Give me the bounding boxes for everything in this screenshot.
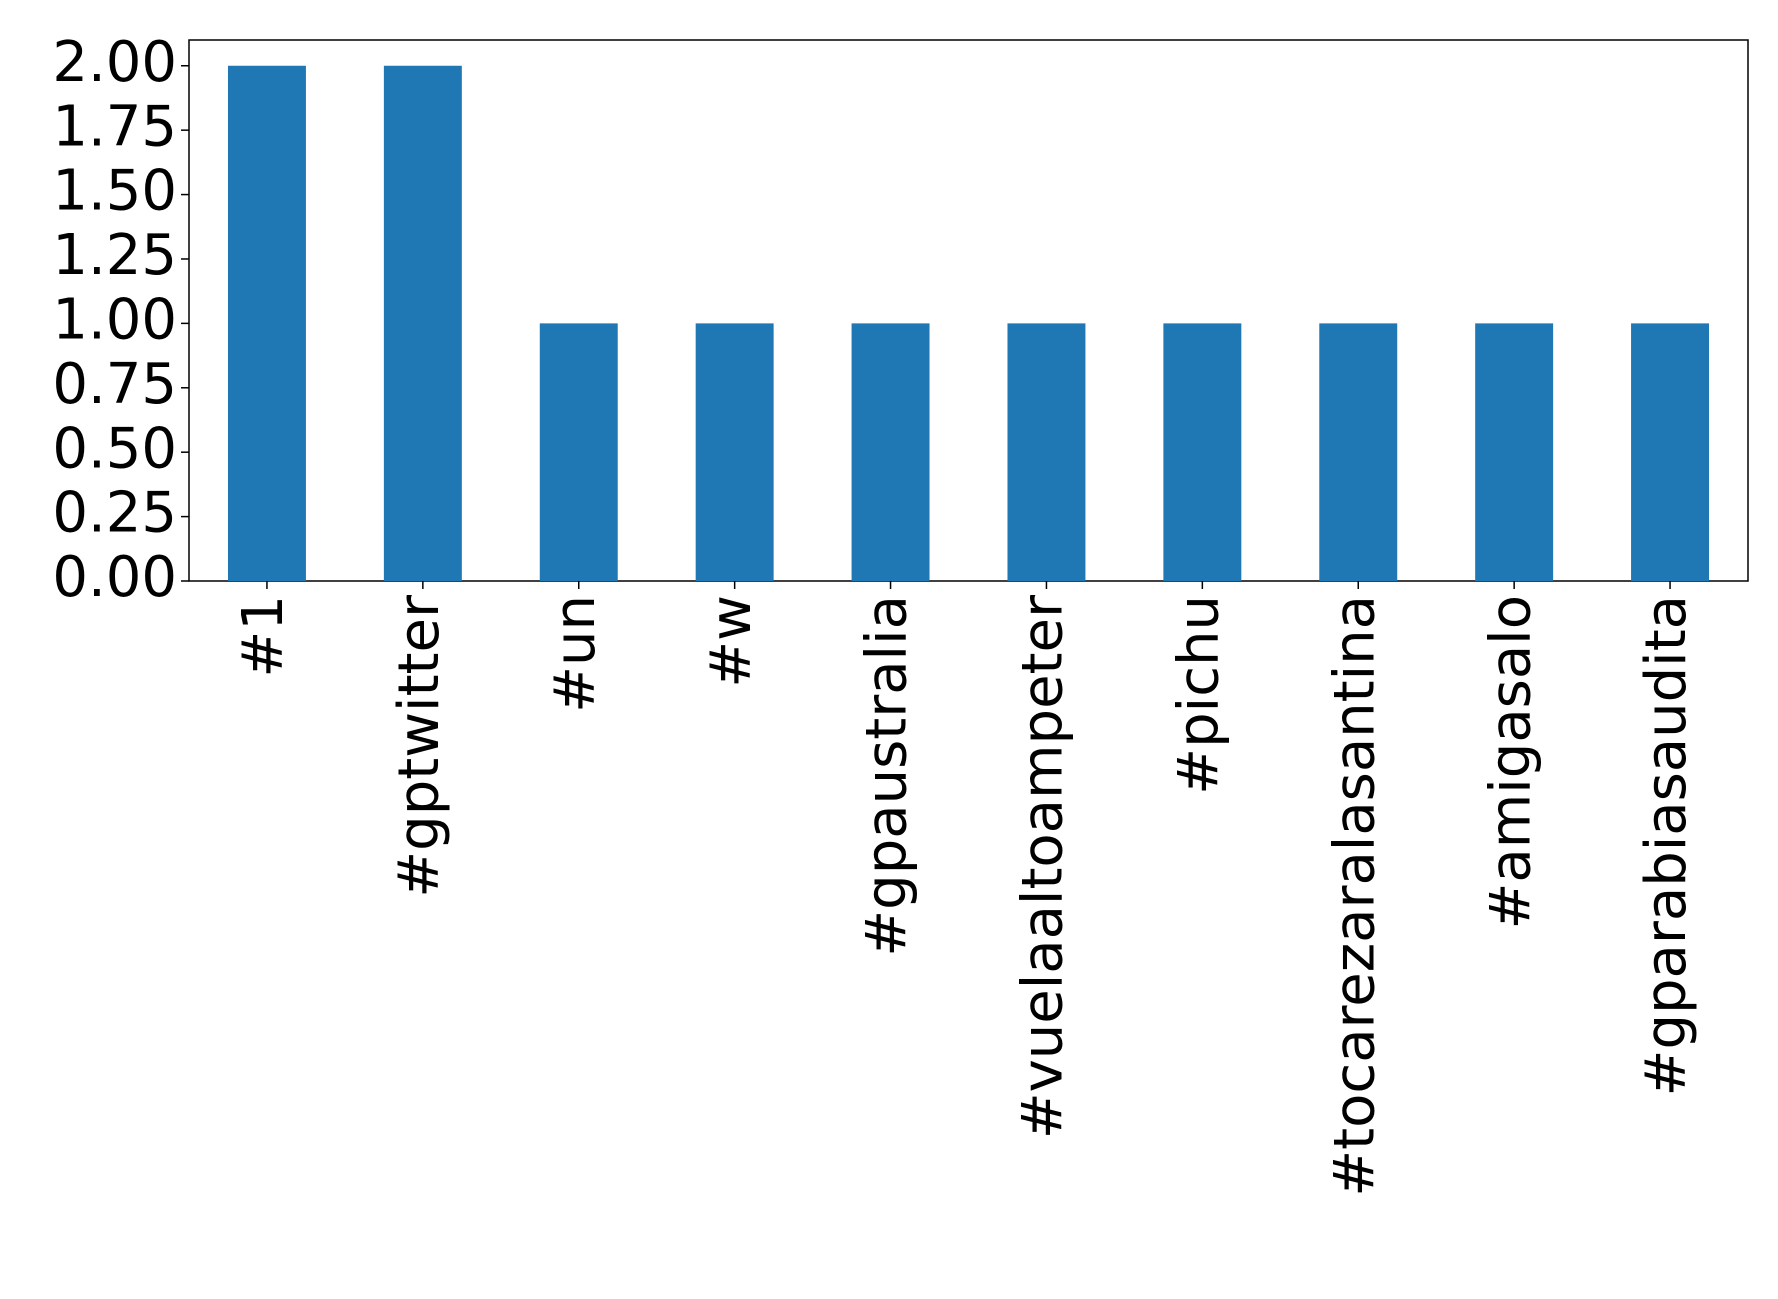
x-tick-label: #gparabiasaudita xyxy=(1634,595,1699,1096)
bar xyxy=(851,323,930,581)
x-tick-label: #un xyxy=(543,595,608,713)
x-tick-label: #gptwitter xyxy=(387,594,452,898)
bar xyxy=(1319,323,1398,581)
y-tick-label: 0.75 xyxy=(52,352,177,417)
bar xyxy=(1007,323,1086,581)
bar xyxy=(1163,323,1242,581)
y-tick-label: 1.50 xyxy=(52,159,177,224)
x-tick-label: #w xyxy=(699,595,764,688)
y-tick-label: 1.25 xyxy=(52,223,177,288)
bar xyxy=(1631,323,1710,581)
x-tick-label: #gpaustralia xyxy=(855,595,920,957)
plot-frame xyxy=(188,39,1749,582)
x-tick-label: #vuelaaltoampeter xyxy=(1011,594,1076,1139)
bar xyxy=(539,323,618,581)
y-tick-label: 2.00 xyxy=(52,30,177,95)
bar xyxy=(383,65,462,581)
y-tick-label: 1.75 xyxy=(52,94,177,159)
y-tick-label: 0.50 xyxy=(52,416,177,481)
bar xyxy=(227,65,306,581)
x-tick-label: #1 xyxy=(231,595,296,678)
y-tick-label: 1.00 xyxy=(52,288,177,353)
x-tick-label: #amigasalo xyxy=(1478,595,1543,930)
bar xyxy=(695,323,774,581)
x-tick-label: #tocarezaralasantina xyxy=(1322,595,1387,1197)
y-tick-label: 0.00 xyxy=(52,545,177,610)
y-tick-label: 0.25 xyxy=(52,481,177,546)
bar xyxy=(1475,323,1554,581)
x-tick-label: #pichu xyxy=(1166,595,1231,795)
